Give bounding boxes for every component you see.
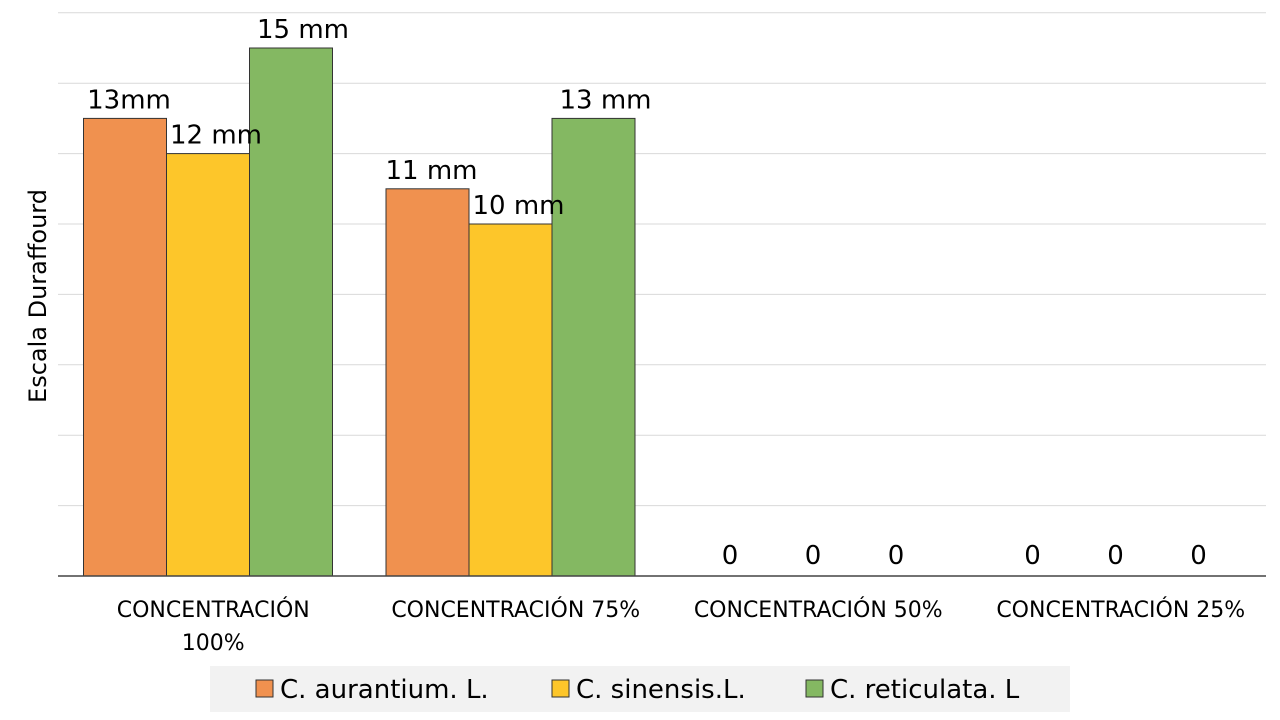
bar-1-2 — [385, 188, 470, 577]
bar-1-1 — [83, 117, 167, 577]
legend-swatch — [255, 679, 274, 698]
data-label: 13 mm — [559, 85, 651, 115]
category-label: CONCENTRACIÓN 75% — [391, 597, 640, 623]
legend-entry: C. sinensis.L. — [576, 675, 746, 705]
data-labels: 13mm 12 mm 15 mm 11 mm 10 mm 13 mm 0 0 0 0 0 0 — [87, 15, 1207, 571]
data-label: 0 — [1024, 541, 1041, 571]
data-label: 11 mm — [385, 156, 477, 186]
data-label: 12 mm — [170, 121, 262, 151]
category-label: CONCENTRACIÓN 25% — [996, 597, 1245, 623]
category-labels: CONCENTRACIÓN 100% CONCENTRACIÓN 75% CONCEN… — [117, 597, 1245, 656]
data-label: 0 — [888, 541, 905, 571]
data-label: 0 — [722, 541, 739, 571]
category-label: CONCENTRACIÓN 50% — [694, 597, 943, 623]
bars — [83, 47, 636, 577]
data-label: 15 mm — [257, 15, 349, 45]
bar-2-1 — [166, 153, 250, 577]
category-label: 100% — [182, 631, 245, 656]
legend-entry: C. aurantium. L. — [280, 675, 489, 705]
y-axis-label: Escala Duraffourd — [24, 189, 52, 403]
legend-entry: C. reticulata. L — [830, 675, 1020, 705]
legend-background — [210, 666, 1070, 712]
legend: C. aurantium. L. C. sinensis.L. C. reticul… — [210, 666, 1070, 712]
bar-3-2 — [551, 117, 636, 577]
data-label: 0 — [805, 541, 822, 571]
data-label: 13mm — [87, 85, 171, 115]
data-label: 10 mm — [472, 191, 564, 221]
legend-swatch — [551, 679, 570, 698]
legend-swatch — [805, 679, 824, 698]
bar-3-1 — [249, 47, 333, 577]
data-label: 0 — [1107, 541, 1124, 571]
category-label: CONCENTRACIÓN — [117, 597, 310, 623]
bar-2-2 — [468, 223, 553, 577]
data-label: 0 — [1190, 541, 1207, 571]
